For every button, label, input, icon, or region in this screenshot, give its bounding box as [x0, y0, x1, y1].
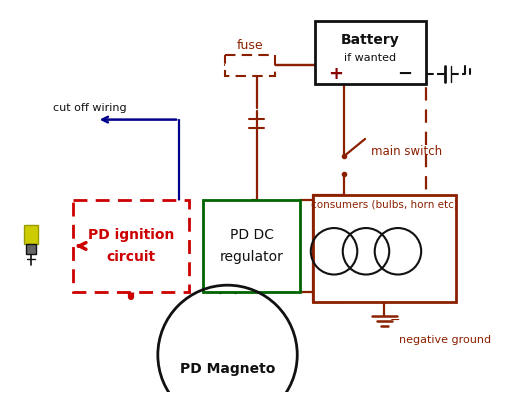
Bar: [315, 21, 426, 84]
Text: if wanted: if wanted: [344, 53, 397, 62]
Text: PD DC: PD DC: [230, 228, 274, 242]
Text: circuit: circuit: [106, 250, 155, 264]
Bar: [203, 200, 300, 292]
Text: fuse: fuse: [237, 39, 263, 52]
Text: main switch: main switch: [371, 145, 442, 158]
Text: regulator: regulator: [220, 250, 284, 264]
Bar: [224, 55, 275, 76]
Text: PD ignition: PD ignition: [88, 228, 174, 242]
Text: −: −: [397, 65, 412, 83]
Bar: [313, 195, 456, 302]
Bar: [73, 200, 189, 292]
Text: negative ground: negative ground: [399, 336, 491, 345]
Text: Battery: Battery: [341, 33, 400, 47]
Text: −: −: [389, 314, 400, 326]
Text: consumers (bulbs, horn etc): consumers (bulbs, horn etc): [311, 200, 458, 210]
Text: PD Magneto: PD Magneto: [180, 363, 275, 377]
Text: +: +: [328, 65, 344, 83]
Bar: [26, 244, 36, 254]
Text: cut off wiring: cut off wiring: [53, 103, 127, 113]
Bar: [24, 224, 38, 244]
